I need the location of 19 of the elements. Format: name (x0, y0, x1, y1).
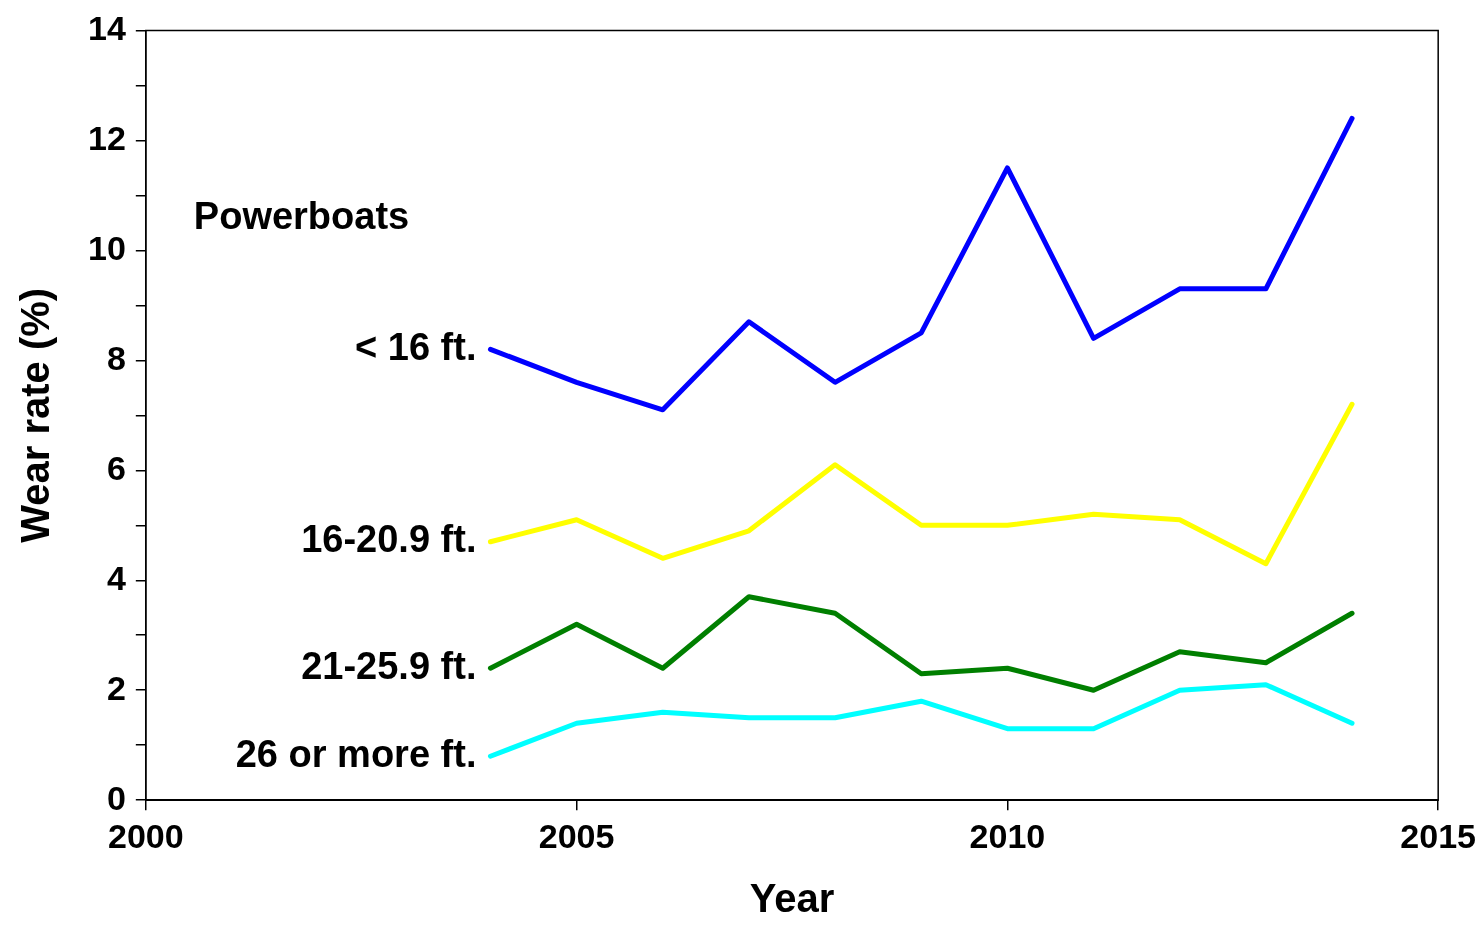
y-tick-label: 10 (87, 228, 126, 267)
y-tick-label: 0 (106, 778, 126, 817)
y-tick-label: 12 (87, 118, 126, 157)
x-tick-label: 2015 (1400, 816, 1476, 855)
y-axis-title: Wear rate (%) (13, 287, 58, 543)
y-tick-label: 6 (106, 448, 126, 487)
series-label: 21-25.9 ft. (301, 644, 477, 687)
y-tick-label: 4 (106, 558, 126, 597)
series-label: 16-20.9 ft. (301, 518, 477, 561)
y-tick-label: 8 (106, 338, 126, 377)
series-label: 26 or more ft. (235, 732, 477, 775)
x-tick-label: 2005 (538, 816, 615, 855)
x-tick-label: 2000 (108, 816, 184, 855)
y-tick-label: 14 (87, 8, 126, 47)
series-label: < 16 ft. (355, 325, 477, 368)
annotation: Powerboats (193, 194, 410, 237)
y-tick-label: 2 (106, 668, 126, 707)
x-axis-title: Year (749, 876, 835, 921)
x-tick-label: 2010 (969, 816, 1046, 855)
